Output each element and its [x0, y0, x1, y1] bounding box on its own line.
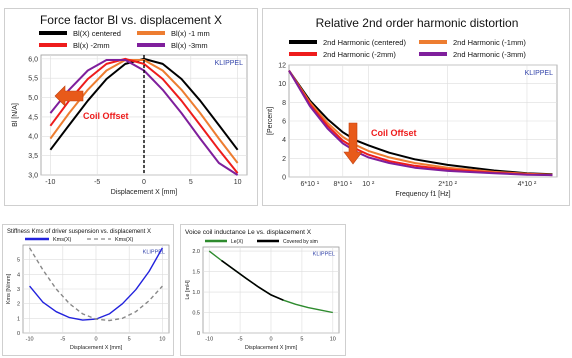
series-line	[29, 247, 163, 322]
x-tick-label: 10 ²	[362, 181, 375, 188]
series-line	[221, 259, 284, 301]
y-tick-label: 4	[282, 137, 286, 144]
coil-offset-label: Coil Offset	[371, 128, 417, 138]
inductance-panel: Voice coil inductance Le vs. displacemen…	[180, 224, 346, 356]
y-tick-label: 4,0	[28, 134, 38, 141]
y-tick-label: 0	[17, 331, 20, 337]
stiffness-panel: Stiffness Kms of driver suspension vs. d…	[2, 224, 174, 356]
y-tick-label: 3,0	[28, 172, 38, 179]
x-tick-label: 2*10 ²	[438, 181, 457, 188]
coil-offset-arrow	[343, 122, 363, 165]
x-tick-label: 5	[300, 337, 303, 343]
y-axis-label: Kms [N/mm]	[6, 273, 12, 304]
x-axis-label: Frequency f1 [Hz]	[395, 191, 450, 198]
legend-label: 2nd Harmonic (-1mm)	[453, 38, 526, 47]
y-axis-label: Le [mH]	[185, 280, 191, 300]
legend-label: 2nd Harmonic (-3mm)	[453, 50, 526, 59]
legend-label: Le(X)	[231, 239, 244, 245]
inductance-chart: Voice coil inductance Le vs. displacemen…	[185, 229, 340, 351]
force-factor-panel: Force factor Bl vs. displacement X Bl(X) …	[4, 8, 258, 206]
y-tick-label: 0	[282, 174, 286, 181]
x-tick-label: -5	[60, 337, 65, 343]
y-tick-label: 8	[282, 100, 286, 107]
y-tick-label: 1	[17, 316, 20, 322]
klippel-watermark: KLIPPEL	[215, 60, 244, 67]
y-tick-label: 4,5	[28, 114, 38, 121]
legend-label: 2nd Harmonic (-2mm)	[323, 50, 396, 59]
x-axis-label: Displacement X [mm]	[111, 189, 178, 196]
y-axis-label: [Percent]	[267, 107, 274, 135]
y-tick-label: 2	[282, 156, 286, 163]
harmonic-distortion-chart: Relative 2nd order harmonic distortion 2n…	[267, 16, 558, 198]
x-axis-label: Displacement X [mm]	[70, 345, 123, 351]
legend-label: Bl(X) centered	[73, 29, 121, 38]
klippel-watermark: KLIPPEL	[143, 250, 165, 256]
x-tick-label: 8*10 ¹	[333, 181, 352, 188]
legend-label: Bl(x) -2mm	[73, 41, 110, 50]
y-tick-label: 5,0	[28, 95, 38, 102]
x-tick-label: -10	[45, 179, 55, 186]
series-line	[288, 70, 553, 177]
legend-label: Bl(x) -3mm	[171, 41, 208, 50]
harmonic-distortion-panel: Relative 2nd order harmonic distortion 2n…	[262, 8, 570, 206]
series-line	[49, 57, 239, 174]
legend-label: Bl(x) -1 mm	[171, 29, 210, 38]
klippel-watermark: KLIPPEL	[525, 70, 554, 77]
x-tick-label: -5	[94, 179, 100, 186]
y-tick-label: 5	[17, 258, 20, 264]
y-tick-label: 1.5	[192, 269, 200, 275]
chart-title: Stiffness Kms of driver suspension vs. d…	[7, 229, 151, 235]
x-tick-label: 0	[94, 337, 97, 343]
x-tick-label: 10	[234, 179, 242, 186]
x-tick-label: 10	[159, 337, 165, 343]
legend-label: Covered by sim	[283, 239, 318, 245]
x-tick-label: 6*10 ¹	[301, 181, 320, 188]
x-tick-label: -10	[205, 337, 213, 343]
y-tick-label: 6	[282, 118, 286, 125]
legend-label: 2nd Harmonic (centered)	[323, 38, 406, 47]
y-tick-label: 0.5	[192, 310, 200, 316]
coil-offset-arrow	[54, 85, 84, 107]
legend-label: Kms(X)	[53, 237, 72, 243]
y-tick-label: 3,5	[28, 153, 38, 160]
y-tick-label: 6,0	[28, 56, 38, 63]
y-tick-label: 0	[197, 331, 200, 337]
x-tick-label: -5	[238, 337, 243, 343]
chart-title: Force factor Bl vs. displacement X	[40, 13, 222, 27]
series-line	[288, 70, 553, 176]
legend-label: Kms(X)	[115, 237, 134, 243]
coil-offset-label: Coil Offset	[83, 111, 129, 121]
x-tick-label: 10	[330, 337, 336, 343]
y-tick-label: 5,5	[28, 76, 38, 83]
x-tick-label: 5	[189, 179, 193, 186]
force-factor-chart: Force factor Bl vs. displacement X Bl(X) …	[12, 13, 248, 196]
y-tick-label: 4	[17, 272, 20, 278]
x-tick-label: 4*10 ²	[518, 181, 537, 188]
series-line	[49, 57, 239, 151]
y-tick-label: 2	[17, 302, 20, 308]
y-tick-label: 12	[278, 62, 286, 69]
chart-title: Relative 2nd order harmonic distortion	[316, 16, 519, 30]
y-tick-label: 10	[278, 81, 286, 88]
x-tick-label: -10	[26, 337, 34, 343]
x-tick-label: 5	[128, 337, 131, 343]
chart-title: Voice coil inductance Le vs. displacemen…	[185, 229, 312, 236]
y-axis-label: Bl [N/A]	[12, 103, 19, 127]
x-tick-label: 0	[142, 179, 146, 186]
y-tick-label: 1.0	[192, 290, 200, 296]
y-tick-label: 3	[17, 287, 20, 293]
stiffness-chart: Stiffness Kms of driver suspension vs. d…	[6, 229, 170, 351]
klippel-watermark: KLIPPEL	[313, 252, 335, 258]
y-tick-label: 2.0	[192, 249, 200, 255]
x-axis-label: Displacement X [mm]	[245, 345, 298, 351]
x-tick-label: 0	[269, 337, 272, 343]
